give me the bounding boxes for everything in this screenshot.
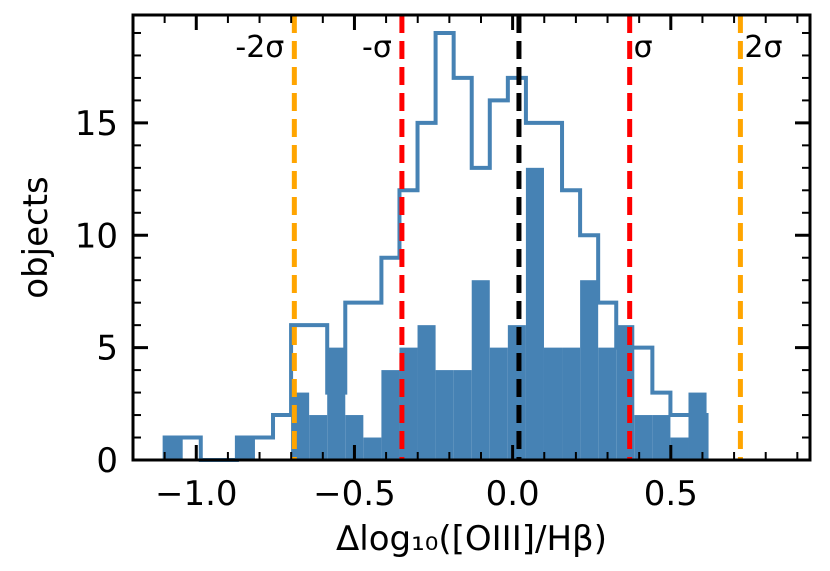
filled-bar: [489, 347, 508, 460]
x-tick-label: −1.0: [155, 474, 238, 514]
filled-bar: [363, 437, 382, 460]
y-axis-label: objects: [16, 176, 56, 299]
x-tick-label: −0.5: [313, 474, 396, 514]
filled-bar: [688, 392, 707, 460]
plot-frame: [131, 13, 812, 462]
sigma-lines: [291, 15, 743, 460]
filled-bar: [471, 280, 490, 460]
sigma-label: σ: [634, 30, 653, 65]
filled-bar: [291, 392, 310, 460]
y-tick-label: 0: [96, 441, 118, 481]
y-tick-label: 5: [96, 329, 118, 369]
step-histogram-outline: [162, 30, 709, 462]
filled-bar: [598, 347, 617, 460]
y-tick-label: 10: [75, 216, 118, 256]
filled-bar: [652, 415, 671, 460]
sigma-labels: -σ σ -2σ 2σ: [235, 30, 782, 65]
filled-bar: [381, 370, 400, 460]
filled-bar: [327, 347, 346, 460]
filled-bar: [543, 347, 563, 460]
filled-bar: [435, 370, 454, 460]
x-tick-label: 0.5: [644, 474, 698, 514]
filled-bar: [453, 370, 472, 460]
sigma-label: -σ: [362, 30, 392, 65]
x-tick-label: 0.0: [486, 474, 540, 514]
sigma-label: 2σ: [744, 30, 782, 65]
x-axis-label: Δlog₁₀([OIII]/Hβ): [336, 519, 607, 559]
filled-histogram: [164, 167, 707, 460]
x-tick-labels: −1.0 −0.5 0.0 0.5: [155, 474, 698, 514]
y-tick-label: 15: [75, 104, 118, 144]
filled-bar: [309, 415, 328, 460]
filled-bar: [634, 415, 653, 460]
filled-bar: [525, 167, 544, 460]
filled-bar: [670, 437, 689, 460]
filled-bar: [580, 280, 599, 460]
filled-bar: [417, 325, 436, 460]
filled-bar: [345, 415, 364, 460]
sigma-label: -2σ: [235, 30, 284, 65]
y-tick-labels: 0 5 10 15: [75, 104, 118, 481]
filled-bar: [236, 437, 255, 460]
filled-bar: [562, 347, 581, 460]
filled-bar: [164, 437, 183, 460]
